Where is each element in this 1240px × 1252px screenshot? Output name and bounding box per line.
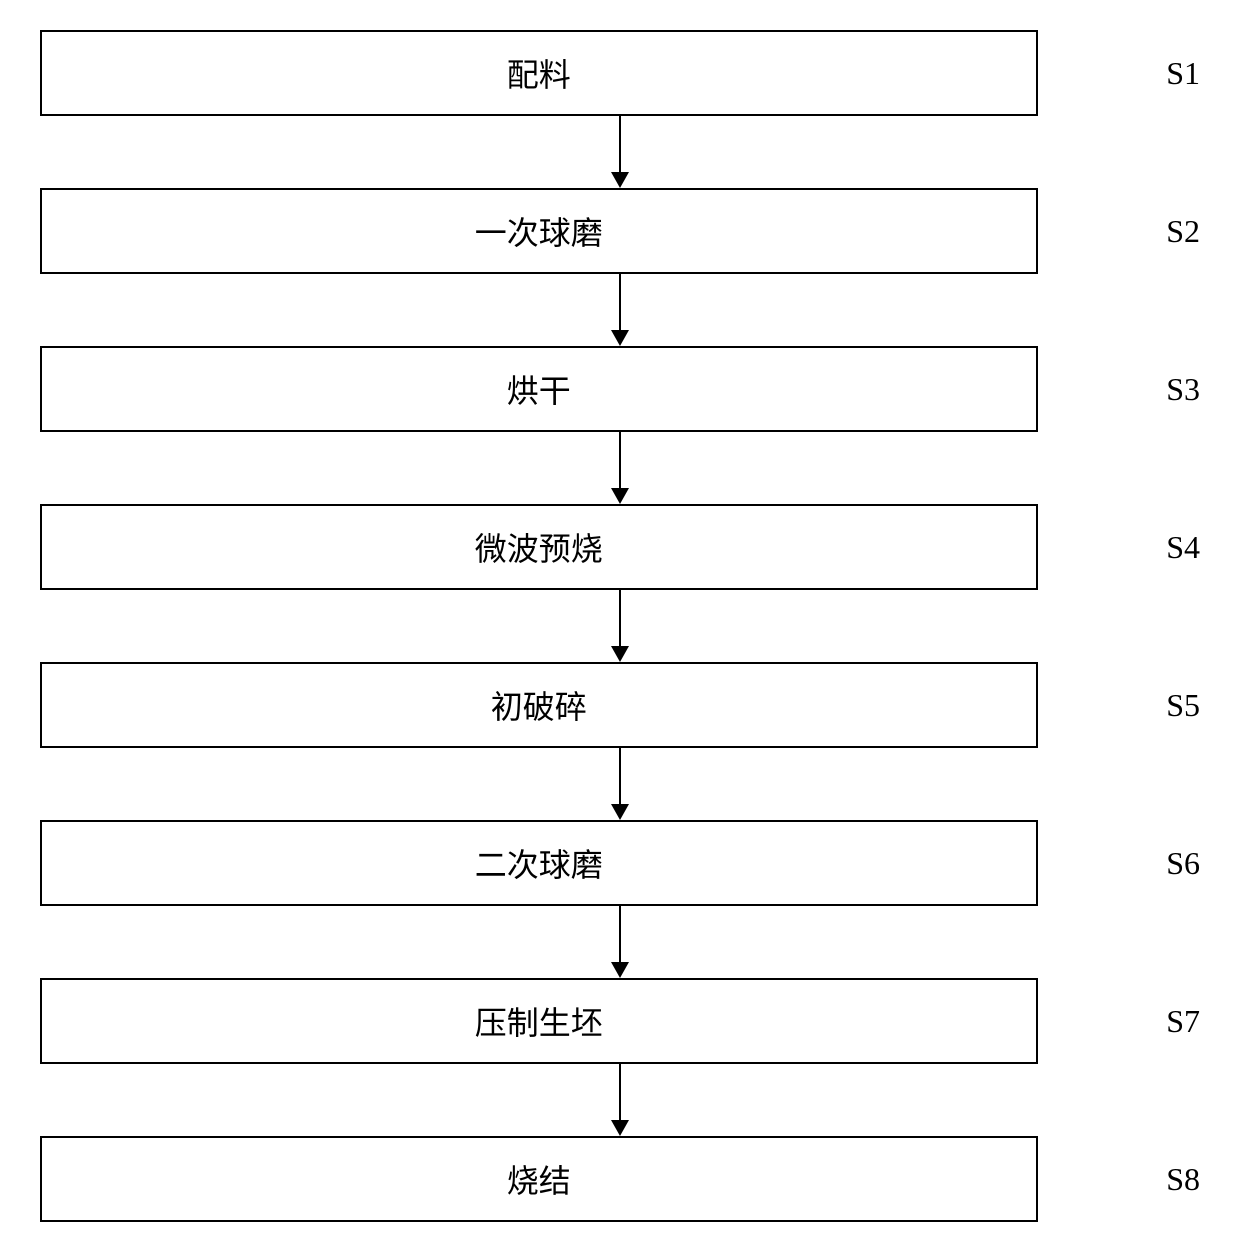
- arrow-connector: [121, 748, 1119, 820]
- step-box-3: 烘干: [40, 346, 1038, 432]
- step-box-4: 微波预烧: [40, 504, 1038, 590]
- step-text: 微波预烧: [475, 531, 603, 567]
- step-box-2: 一次球磨: [40, 188, 1038, 274]
- arrow-icon: [611, 748, 629, 820]
- step-text: 一次球磨: [475, 215, 603, 251]
- step-text: 初破碎: [491, 689, 587, 725]
- arrow-connector: [121, 590, 1119, 662]
- step-text: 烧结: [507, 1163, 571, 1199]
- arrow-connector: [121, 432, 1119, 504]
- step-row: 微波预烧 S4: [40, 504, 1200, 590]
- arrow-icon: [611, 432, 629, 504]
- step-label-7: S7: [1146, 1003, 1200, 1040]
- arrow-connector: [121, 906, 1119, 978]
- step-text: 压制生坯: [475, 1005, 603, 1041]
- step-label-2: S2: [1146, 213, 1200, 250]
- step-row: 配料 S1: [40, 30, 1200, 116]
- step-text: 二次球磨: [475, 847, 603, 883]
- step-box-6: 二次球磨: [40, 820, 1038, 906]
- arrow-icon: [611, 274, 629, 346]
- step-label-3: S3: [1146, 371, 1200, 408]
- step-row: 压制生坯 S7: [40, 978, 1200, 1064]
- arrow-icon: [611, 116, 629, 188]
- arrow-connector: [121, 1064, 1119, 1136]
- step-row: 二次球磨 S6: [40, 820, 1200, 906]
- arrow-connector: [121, 274, 1119, 346]
- step-box-7: 压制生坯: [40, 978, 1038, 1064]
- flowchart-container: 配料 S1 一次球磨 S2 烘干 S3 微波预烧: [40, 30, 1200, 1222]
- step-box-8: 烧结: [40, 1136, 1038, 1222]
- step-box-5: 初破碎: [40, 662, 1038, 748]
- step-row: 烧结 S8: [40, 1136, 1200, 1222]
- step-label-6: S6: [1146, 845, 1200, 882]
- step-row: 一次球磨 S2: [40, 188, 1200, 274]
- step-text: 配料: [507, 57, 571, 93]
- step-row: 初破碎 S5: [40, 662, 1200, 748]
- step-row: 烘干 S3: [40, 346, 1200, 432]
- arrow-icon: [611, 906, 629, 978]
- step-box-1: 配料: [40, 30, 1038, 116]
- step-label-8: S8: [1146, 1161, 1200, 1198]
- step-text: 烘干: [507, 373, 571, 409]
- arrow-icon: [611, 590, 629, 662]
- step-label-5: S5: [1146, 687, 1200, 724]
- arrow-icon: [611, 1064, 629, 1136]
- arrow-connector: [121, 116, 1119, 188]
- step-label-1: S1: [1146, 55, 1200, 92]
- step-label-4: S4: [1146, 529, 1200, 566]
